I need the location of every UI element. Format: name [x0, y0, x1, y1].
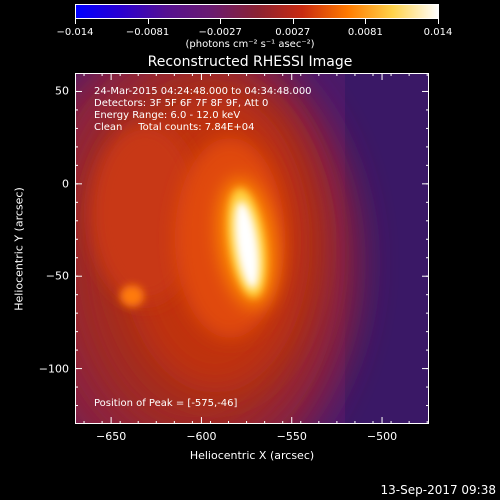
- colorbar-tick: [75, 19, 76, 24]
- plot-frame: [75, 73, 429, 424]
- colorbar-tick: [365, 19, 367, 24]
- colorbar-tick-label: −0.014: [56, 27, 94, 38]
- colorbar-tick-label: 0.0027: [275, 27, 311, 38]
- clean-counts-annotation: Clean Total counts: 7.84E+04: [94, 122, 255, 133]
- y-axis-label: Heliocentric Y (arcsec): [12, 187, 26, 311]
- energy-range-annotation: Energy Range: 6.0 - 12.0 keV: [94, 110, 241, 121]
- colorbar-units: (photons cm⁻² s⁻¹ asec⁻²): [185, 39, 315, 50]
- x-tick-label: −550: [276, 430, 307, 443]
- y-tick-label: 0: [62, 177, 69, 191]
- colorbar-ticks: −0.014 −0.0081 −0.0027 0.0027 0.0081 0.014: [0, 0, 500, 40]
- x-tick-label: −650: [96, 430, 127, 443]
- image-title: Reconstructed RHESSI Image: [147, 54, 353, 70]
- colorbar-tick: [438, 19, 439, 24]
- y-tick-label: −100: [38, 362, 69, 376]
- rhessi-image-plot: [75, 73, 429, 424]
- y-tick-label: 50: [55, 84, 69, 98]
- colorbar-tick: [220, 19, 222, 24]
- colorbar-tick-label: −0.0027: [198, 27, 242, 38]
- x-tick-label: −500: [366, 430, 398, 443]
- x-axis-label: Heliocentric X (arcsec): [189, 449, 315, 462]
- detectors-annotation: Detectors: 3F 5F 6F 7F 8F 9F, Att 0: [94, 98, 269, 109]
- axis-ticks: [75, 73, 429, 424]
- colorbar-tick-label: 0.014: [423, 27, 453, 38]
- colorbar-tick: [147, 19, 149, 24]
- datestamp: 13-Sep-2017 09:38: [380, 483, 496, 497]
- colorbar: [75, 4, 439, 19]
- x-tick-label: −600: [186, 430, 217, 443]
- colorbar-tick-label: −0.0081: [125, 27, 170, 38]
- time-range-annotation: 24-Mar-2015 04:24:48.000 to 04:34:48.000: [94, 86, 312, 97]
- emission-map: [75, 73, 429, 424]
- peak-position-annotation: Position of Peak = [-575,-46]: [94, 398, 238, 409]
- y-tick-label: −50: [45, 269, 69, 283]
- colorbar-tick-label: 0.0081: [347, 27, 383, 38]
- colorbar-tick: [292, 19, 294, 24]
